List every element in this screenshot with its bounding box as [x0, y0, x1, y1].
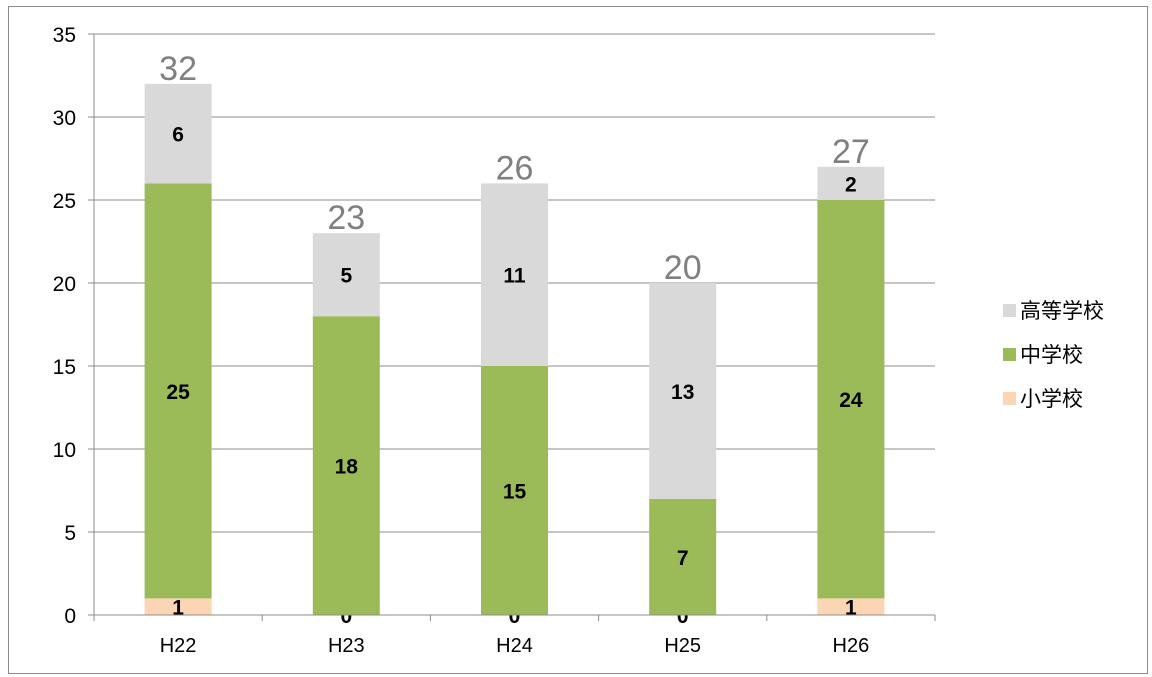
data-label: 11: [503, 265, 526, 288]
data-label: 0: [509, 605, 521, 628]
data-label: 2: [845, 173, 857, 196]
bar-segment: [649, 283, 717, 499]
x-tick-label: H26: [833, 635, 870, 657]
y-tick-label: 15: [53, 356, 76, 379]
x-tick-label: H25: [664, 635, 701, 657]
total-label: 20: [664, 249, 702, 287]
data-label: 13: [671, 381, 694, 404]
bar-segment: [144, 598, 212, 615]
data-label: 18: [335, 456, 359, 479]
y-tick-label: 25: [53, 190, 76, 213]
data-label: 5: [340, 265, 352, 288]
y-tick-label: 30: [53, 107, 76, 130]
x-tick-label: H24: [496, 635, 533, 657]
legend-swatch: [1003, 347, 1016, 361]
y-tick-label: 5: [64, 522, 76, 545]
legend-swatch: [1003, 391, 1016, 405]
legend-item: 中学校: [1003, 332, 1104, 376]
chart-legend: 高等学校中学校小学校: [1003, 288, 1104, 420]
y-tick-label: 10: [53, 439, 76, 462]
data-label: 0: [340, 605, 352, 628]
legend-item: 高等学校: [1003, 288, 1104, 332]
y-tick-label: 20: [53, 273, 76, 296]
data-label: 25: [166, 381, 190, 404]
total-label: 23: [327, 199, 365, 237]
bar-segment: [144, 183, 212, 599]
legend-swatch: [1003, 303, 1016, 317]
bar-segment: [312, 316, 380, 615]
data-label: 6: [172, 124, 184, 147]
total-label: 27: [832, 133, 870, 171]
bar-segment: [312, 233, 380, 317]
data-label: 1: [172, 597, 184, 620]
bar-segment: [817, 598, 885, 615]
legend-label: 小学校: [1020, 388, 1083, 411]
total-label: 32: [159, 50, 197, 88]
x-tick-label: H22: [160, 635, 197, 657]
data-label: 0: [677, 605, 689, 628]
data-label: 1: [845, 597, 857, 620]
data-label: 15: [503, 481, 527, 504]
bar-segment: [481, 366, 548, 615]
total-label: 26: [496, 149, 534, 187]
x-tick-label: H23: [328, 635, 365, 657]
y-tick-label: 0: [64, 605, 76, 628]
bar-segment: [817, 166, 885, 200]
y-tick-label: 35: [53, 24, 76, 47]
bar-segment: [481, 183, 548, 366]
legend-label: 中学校: [1020, 344, 1083, 367]
data-label: 24: [839, 389, 863, 412]
data-label: 7: [677, 547, 689, 570]
legend-item: 小学校: [1003, 376, 1104, 420]
bar-segment: [144, 83, 212, 184]
bar-segment: [817, 200, 885, 599]
bar-segment: [649, 498, 717, 615]
legend-label: 高等学校: [1020, 300, 1104, 323]
